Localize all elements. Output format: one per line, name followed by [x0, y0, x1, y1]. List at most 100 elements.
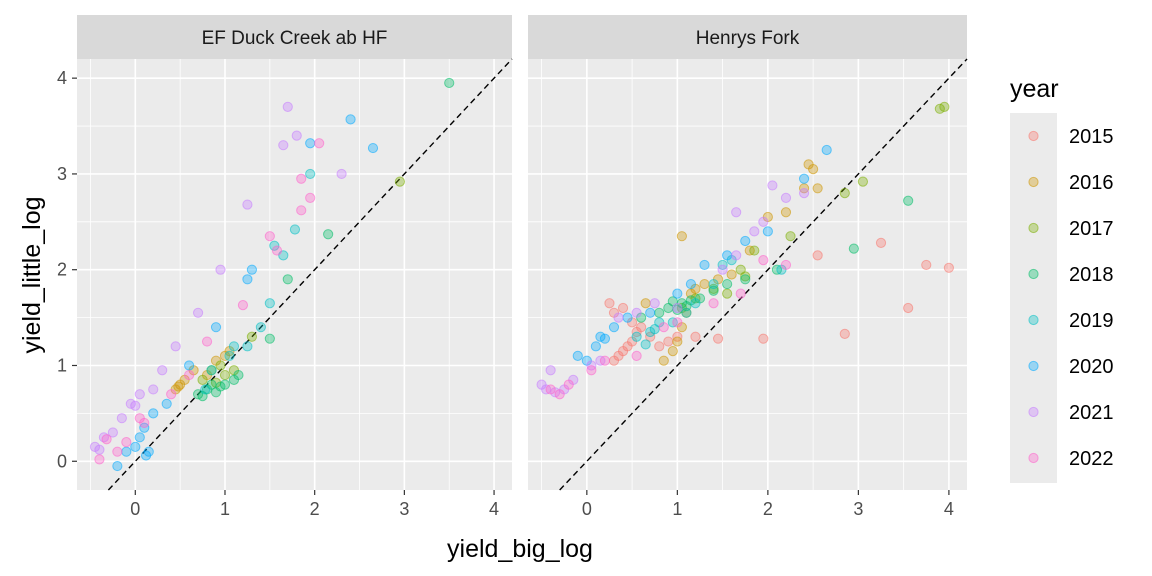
x-tick-label: 4 — [489, 499, 499, 519]
data-point-2015 — [875, 237, 887, 248]
data-point-2021 — [278, 140, 289, 151]
data-point-2019 — [224, 350, 235, 362]
x-tick-label: 4 — [944, 499, 954, 519]
data-point-2015 — [663, 336, 674, 347]
data-point-2015 — [690, 331, 701, 342]
data-point-2019 — [269, 240, 280, 251]
data-point-2021 — [291, 130, 302, 141]
data-point-2021 — [731, 250, 742, 261]
legend-label-2017: 2017 — [1069, 218, 1114, 240]
data-point-2019 — [264, 298, 275, 309]
data-point-2020 — [572, 350, 583, 362]
data-point-2019 — [289, 224, 301, 235]
x-tick-label: 3 — [853, 499, 863, 519]
data-point-2015 — [839, 328, 850, 339]
data-point-2017 — [839, 187, 850, 199]
data-point-2017 — [785, 231, 796, 242]
x-tick-label: 3 — [399, 499, 409, 519]
data-point-2020 — [130, 441, 141, 452]
data-point-2022 — [554, 389, 565, 400]
data-point-2022 — [708, 298, 719, 309]
data-point-2017 — [749, 245, 760, 256]
data-point-2021 — [613, 312, 624, 323]
data-point-2018 — [282, 274, 293, 285]
data-point-2019 — [708, 278, 719, 290]
data-point-2020 — [345, 114, 356, 125]
facet-henrys-fork: Henrys Fork 0 1 2 3 4 — [528, 15, 968, 519]
data-point-2022 — [184, 369, 195, 381]
data-point-2019 — [255, 322, 266, 333]
data-point-2016 — [658, 355, 669, 366]
data-point-2017 — [215, 360, 226, 371]
data-point-2020 — [210, 322, 222, 333]
legend-key-2019 — [1028, 314, 1039, 326]
identity-line — [107, 58, 513, 491]
y-tick-label: 1 — [57, 355, 67, 375]
data-point-2021 — [731, 207, 742, 218]
data-point-2020 — [622, 312, 633, 323]
data-point-2022 — [139, 417, 150, 429]
data-point-2016 — [672, 336, 683, 347]
data-point-2022 — [658, 322, 669, 333]
y-tick-label: 2 — [57, 260, 67, 280]
legend-key-2020 — [1028, 360, 1039, 372]
data-point-2021 — [631, 307, 642, 318]
data-point-2021 — [116, 413, 127, 424]
data-point-2021 — [780, 192, 792, 203]
legend-key-background — [1010, 113, 1057, 483]
data-point-2022 — [166, 389, 177, 400]
data-point-2019 — [681, 307, 692, 318]
data-point-2022 — [296, 205, 307, 216]
data-point-2022 — [314, 138, 325, 149]
data-point-2020 — [699, 259, 710, 271]
data-point-2022 — [121, 437, 132, 448]
data-point-2020 — [246, 264, 257, 275]
data-point-2022 — [237, 300, 249, 311]
facet-ef-duck-creek: EF Duck Creek ab HF 0 1 2 3 4 0 1 2 3 4 — [57, 15, 513, 519]
data-point-2021 — [94, 444, 105, 455]
legend-label-2022: 2022 — [1069, 448, 1114, 470]
legend-key-2021 — [1028, 406, 1039, 418]
data-point-2018 — [722, 278, 733, 290]
data-point-2022 — [94, 454, 105, 465]
data-point-2022 — [201, 336, 213, 347]
data-point-2020 — [762, 226, 773, 237]
strip-background — [528, 15, 967, 59]
data-point-2020 — [121, 446, 132, 457]
data-point-2016 — [812, 183, 823, 194]
data-point-2021 — [130, 400, 141, 411]
data-point-2022 — [599, 355, 611, 366]
data-point-2016 — [699, 278, 710, 290]
data-point-2020 — [242, 274, 253, 285]
data-point-2015 — [943, 262, 954, 273]
legend-label-2015: 2015 — [1069, 126, 1114, 148]
strip-background — [77, 15, 512, 59]
data-point-2022 — [305, 192, 316, 203]
data-point-2020 — [798, 173, 810, 184]
data-point-2015 — [617, 302, 629, 314]
data-point-2017 — [934, 103, 945, 114]
legend-title: year — [1010, 75, 1059, 103]
data-point-2016 — [173, 381, 184, 392]
x-tick-label: 1 — [220, 499, 230, 519]
x-tick-label: 0 — [582, 499, 592, 519]
y-axis-title: yield_little_log — [18, 196, 46, 353]
data-point-2022 — [545, 384, 556, 395]
data-point-2021 — [758, 216, 769, 227]
data-point-2015 — [812, 250, 823, 261]
data-point-2016 — [676, 231, 687, 242]
data-point-2022 — [735, 288, 746, 299]
data-point-2020 — [134, 432, 145, 443]
data-point-2020 — [599, 333, 611, 344]
y-tick-label: 3 — [57, 164, 67, 184]
strip-label-ef-duck-creek: EF Duck Creek ab HF — [202, 28, 388, 49]
data-point-2018 — [444, 77, 455, 89]
data-point-2018 — [903, 195, 914, 206]
data-point-2020 — [740, 235, 751, 247]
legend: year 2015 2016 2017 2018 2019 2020 2021 2022 — [1010, 75, 1114, 483]
y-tick-label: 4 — [57, 68, 67, 88]
data-point-2018 — [233, 369, 244, 381]
x-tick-label: 2 — [763, 499, 773, 519]
data-point-2020 — [367, 142, 379, 154]
data-point-2022 — [563, 379, 574, 390]
